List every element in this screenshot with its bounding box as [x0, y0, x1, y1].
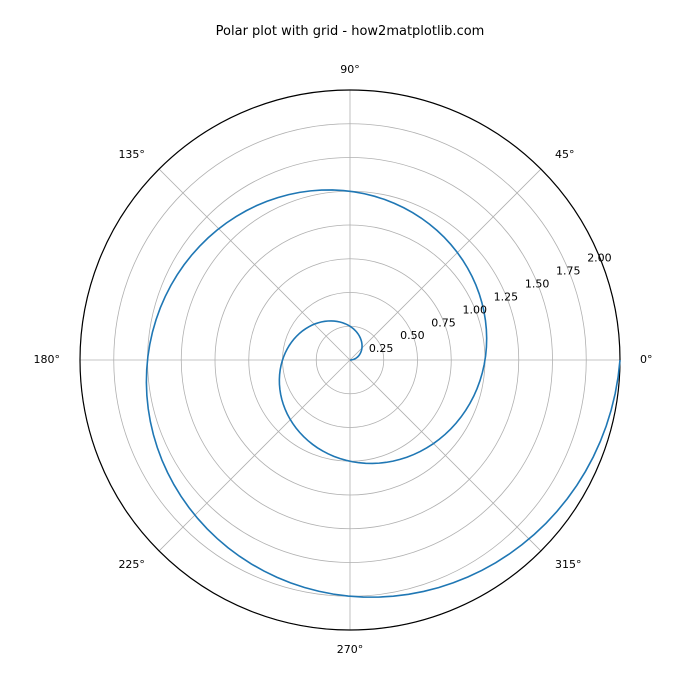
figure: Polar plot with grid - how2matplotlib.co…: [0, 0, 700, 700]
radial-tick-label: 0.50: [400, 329, 425, 342]
radial-tick-label: 1.00: [462, 303, 487, 316]
grid-spoke: [159, 169, 350, 360]
polar-plot: 0.25 0.50 0.75 1.00 1.25 1.50 1.75 2.00 0° 45° 90…: [0, 0, 700, 700]
angle-tick-label: 90°: [340, 63, 360, 76]
angle-tick-labels: 0° 45° 90° 135° 180° 225° 270° 315°: [34, 63, 653, 656]
angle-tick-label: 0°: [640, 353, 653, 366]
radial-tick-label: 2.00: [587, 252, 612, 265]
angle-tick-label: 45°: [555, 148, 575, 161]
angle-tick-label: 315°: [555, 558, 582, 571]
angle-tick-label: 135°: [118, 148, 145, 161]
radial-tick-label: 0.75: [431, 316, 456, 329]
grid-spoke: [350, 360, 541, 551]
angle-tick-label: 270°: [337, 643, 364, 656]
radial-tick-label: 1.50: [525, 278, 550, 291]
radial-tick-label: 1.75: [556, 265, 581, 278]
radial-tick-label: 1.25: [494, 290, 519, 303]
radial-tick-labels: 0.25 0.50 0.75 1.00 1.25 1.50 1.75 2.00: [369, 252, 612, 355]
angle-tick-label: 180°: [34, 353, 61, 366]
grid-spoke: [159, 360, 350, 551]
angle-tick-label: 225°: [118, 558, 145, 571]
radial-tick-label: 0.25: [369, 342, 394, 355]
